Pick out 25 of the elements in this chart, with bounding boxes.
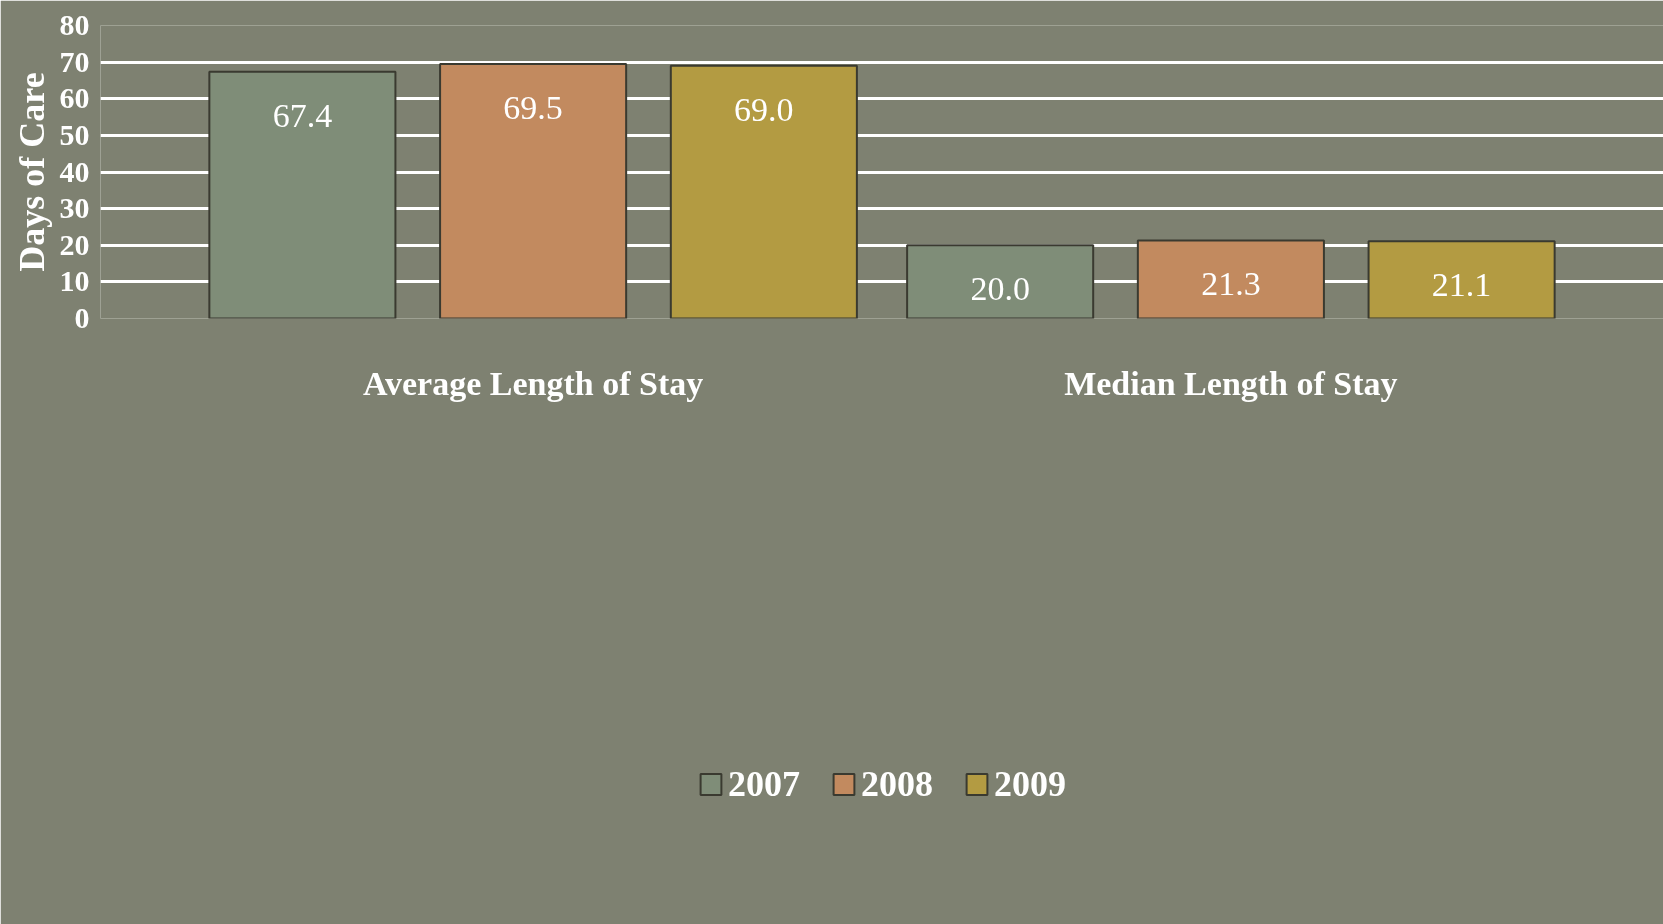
text: 21.3 <box>1201 265 1261 303</box>
y-tick-label: 60 <box>59 81 90 115</box>
y-tick-label: 30 <box>59 191 90 225</box>
y-tick-label: 20 <box>59 227 90 261</box>
y-tick-label: 40 <box>59 154 90 188</box>
bar <box>669 64 858 319</box>
y-tick-label: 80 <box>59 8 90 41</box>
y-tick-label: 0 <box>74 301 90 334</box>
bar <box>1136 239 1325 319</box>
text: 69.0 <box>734 90 794 128</box>
legend-label: 2008 <box>861 762 933 805</box>
y-tick-label: 10 <box>59 264 90 298</box>
x-tick-label: Median Length of Stay <box>1064 364 1398 402</box>
y-axis-title: Days of Care <box>11 72 52 272</box>
text: 21.1 <box>1431 266 1492 304</box>
legend-label: 2009 <box>994 762 1066 805</box>
bar <box>1367 240 1556 319</box>
y-tick-label: 50 <box>59 117 90 151</box>
x-tick-label: Average Length of Stay <box>362 364 704 402</box>
text: 67.4 <box>272 96 333 134</box>
legend-label: 2007 <box>728 762 800 805</box>
bar <box>439 62 628 319</box>
text: 69.5 <box>503 88 563 126</box>
y-tick-label: 70 <box>59 44 90 78</box>
text: 20.0 <box>970 270 1030 308</box>
